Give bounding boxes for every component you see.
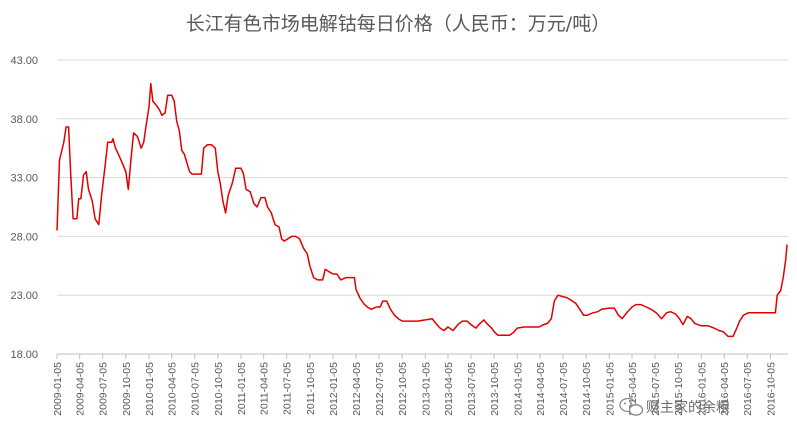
x-tick-label: 2013-07-05 xyxy=(466,362,478,416)
x-tick-label: 2012-01-05 xyxy=(328,362,340,416)
chart-title: 长江有色市场电解钴每日价格（人民币：万元/吨） xyxy=(186,13,610,35)
gridlines xyxy=(57,59,788,296)
x-axis: 2009-01-05 2009-04-05 2009-07-05 2009-10-05… xyxy=(52,353,788,416)
x-tick-label: 2015-07-05 xyxy=(650,362,662,416)
x-tick-label: 2009-04-05 xyxy=(75,362,87,416)
y-tick-label: 18.00 xyxy=(10,349,38,361)
x-tick-label: 2014-10-05 xyxy=(581,362,593,416)
y-tick-label: 33.00 xyxy=(10,173,38,185)
x-tick-label: 2011-04-05 xyxy=(259,362,271,415)
x-tick-label: 2013-10-05 xyxy=(489,362,501,416)
x-tick-label: 2012-07-05 xyxy=(374,362,386,416)
x-tick-label: 2013-04-05 xyxy=(443,362,455,416)
x-tick-label: 2015-10-05 xyxy=(673,362,685,416)
x-tick-label: 2016-01-05 xyxy=(696,362,708,416)
watermark: 财主家的余粮 xyxy=(619,397,730,416)
x-tick-label: 2011-01-05 xyxy=(236,362,248,415)
x-tick-label: 2014-01-05 xyxy=(512,362,524,416)
y-tick-label: 38.00 xyxy=(10,114,38,126)
y-tick-label: 23.00 xyxy=(10,290,38,302)
x-tick-label: 2009-07-05 xyxy=(98,362,110,416)
y-axis-ticks: 18.00 23.00 28.00 33.00 38.00 43.00 xyxy=(10,55,38,361)
x-tick-label: 2016-07-05 xyxy=(742,362,754,416)
x-tick-label: 2016-10-05 xyxy=(765,362,777,416)
x-tick-label: 2009-01-05 xyxy=(52,362,64,416)
x-tick-label: 2013-01-05 xyxy=(420,362,432,416)
watermark-text: 财主家的余粮 xyxy=(646,399,730,416)
y-tick-label: 28.00 xyxy=(10,231,38,243)
x-tick-label: 2010-01-05 xyxy=(144,362,156,416)
y-tick-label: 43.00 xyxy=(10,55,38,67)
x-tick-label: 2009-10-05 xyxy=(121,362,133,416)
series-line-0 xyxy=(56,82,788,338)
x-tick-label: 2015-01-05 xyxy=(604,362,616,416)
series-group xyxy=(56,82,788,338)
x-tick-label: 2010-04-05 xyxy=(167,362,179,416)
x-tick-label: 2011-07-05 xyxy=(282,362,294,415)
x-tick-label: 2010-10-05 xyxy=(213,362,225,416)
x-tick-label: 2016-04-05 xyxy=(719,362,731,416)
x-tick-label: 2012-04-05 xyxy=(351,362,363,416)
x-tick-label: 2012-10-05 xyxy=(397,362,409,416)
wechat-icon xyxy=(619,397,644,416)
x-tick-label: 2011-10-05 xyxy=(305,362,317,415)
x-tick-label: 2010-07-05 xyxy=(190,362,202,416)
x-tick-label: 2014-07-05 xyxy=(558,362,570,416)
x-tick-label: 2014-04-05 xyxy=(535,362,547,416)
